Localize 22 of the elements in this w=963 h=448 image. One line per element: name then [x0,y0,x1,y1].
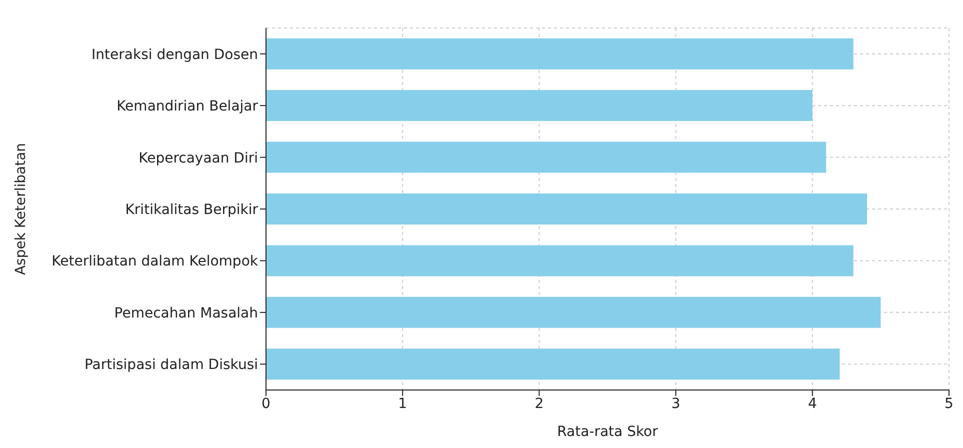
y-tick-label: Interaksi dengan Dosen [92,46,258,63]
bar [266,348,840,380]
y-tick-label: Kemandirian Belajar [116,98,258,115]
x-tick-label: 3 [671,396,680,412]
bar [266,296,881,328]
bar [266,245,854,276]
y-tick-label: Kritikalitas Berpikir [125,202,258,218]
bar [266,90,812,122]
x-tick-label: 0 [262,396,270,412]
x-tick-label: 5 [944,396,954,412]
y-axis-title: Aspek Keterlibatan [12,142,29,276]
y-tick-label: Pemecahan Masalah [114,305,258,322]
y-tick-label: Partisipasi dalam Diskusi [84,357,258,374]
bar [266,38,854,70]
y-tick-label: Kepercayaan Diri [138,150,258,166]
x-axis-title: Rata-rata Skor [557,424,658,440]
y-tick-label: Keterlibatan dalam Kelompok [52,254,259,270]
x-tick-label: 4 [808,396,817,412]
x-tick-label: 1 [398,396,408,412]
bar [266,193,868,224]
x-tick-label: 2 [534,396,544,412]
bar [266,142,826,173]
